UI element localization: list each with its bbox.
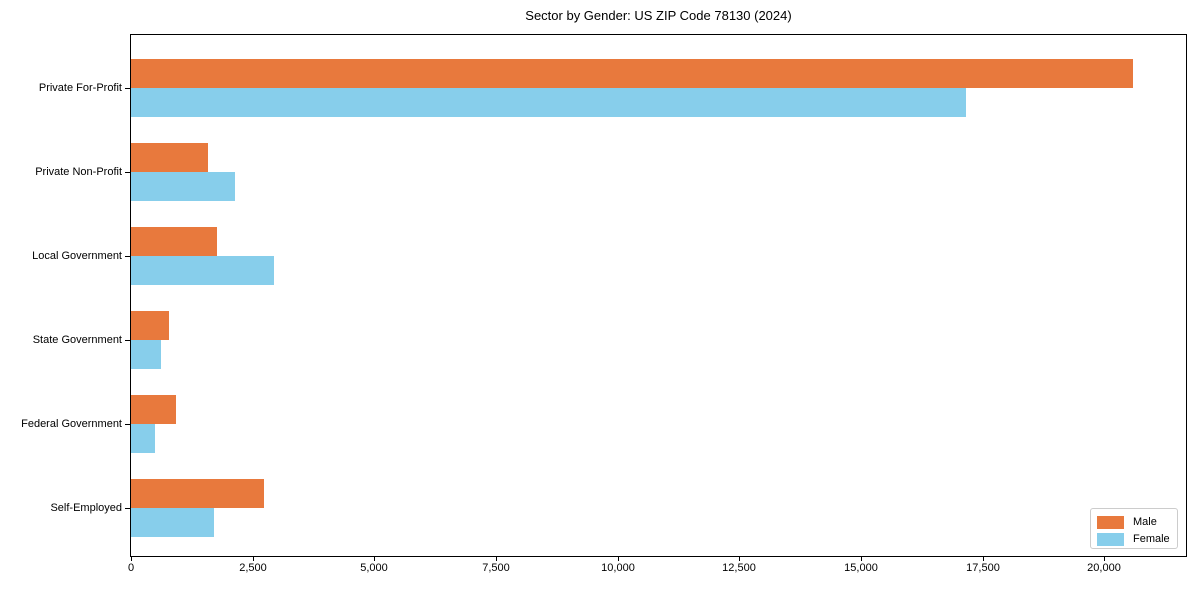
male-series-swatch (1097, 515, 1124, 529)
x-tick-label-2,500: 2,500 (239, 562, 267, 574)
legend-label-female: Female (1133, 533, 1170, 545)
legend-item-female: Female (1097, 531, 1177, 547)
x-tick-mark-0 (131, 557, 132, 561)
x-tick-mark-20,000 (1104, 557, 1105, 561)
y-tick-mark-self-employed (125, 508, 130, 509)
y-tick-label-private-for-profit: Private For-Profit (38, 82, 122, 94)
x-tick-mark-17,500 (983, 557, 984, 561)
y-tick-label-private-non-profit: Private Non-Profit (35, 166, 122, 178)
x-tick-mark-5,000 (374, 557, 375, 561)
plot-area (130, 34, 1187, 557)
bar-female-private-non-profit (131, 172, 235, 201)
chart-title: Sector by Gender: US ZIP Code 78130 (202… (525, 8, 792, 23)
x-tick-mark-7,500 (496, 557, 497, 561)
x-tick-mark-12,500 (739, 557, 740, 561)
x-tick-label-12,500: 12,500 (722, 562, 756, 574)
x-tick-label-5,000: 5,000 (360, 562, 388, 574)
bar-female-local-government (131, 256, 274, 285)
female-series-swatch (1097, 532, 1124, 546)
bar-female-private-for-profit (131, 88, 966, 117)
y-tick-mark-private-non-profit (125, 172, 130, 173)
legend: Male Female (1090, 508, 1178, 549)
x-tick-label-20,000: 20,000 (1087, 562, 1121, 574)
bar-female-federal-government (131, 424, 155, 453)
bar-male-private-non-profit (131, 143, 208, 172)
bar-female-state-government (131, 340, 161, 369)
x-tick-mark-2,500 (253, 557, 254, 561)
legend-item-male: Male (1097, 514, 1177, 530)
x-tick-mark-10,000 (618, 557, 619, 561)
bar-male-self-employed (131, 479, 264, 508)
y-tick-label-state-government: State Government (32, 334, 122, 346)
x-tick-label-10,000: 10,000 (601, 562, 635, 574)
y-tick-label-local-government: Local Government (32, 250, 122, 262)
y-tick-label-federal-government: Federal Government (21, 418, 122, 430)
bar-male-private-for-profit (131, 59, 1133, 88)
x-tick-label-0: 0 (127, 562, 135, 574)
y-tick-mark-local-government (125, 256, 130, 257)
x-tick-mark-15,000 (861, 557, 862, 561)
legend-label-male: Male (1133, 516, 1157, 528)
bar-male-federal-government (131, 395, 176, 424)
y-tick-mark-private-for-profit (125, 88, 130, 89)
bar-male-state-government (131, 311, 169, 340)
bar-male-local-government (131, 227, 217, 256)
bar-female-self-employed (131, 508, 214, 537)
y-tick-mark-state-government (125, 340, 130, 341)
x-tick-label-15,000: 15,000 (844, 562, 878, 574)
x-tick-label-7,500: 7,500 (482, 562, 510, 574)
y-tick-label-self-employed: Self-Employed (50, 502, 122, 514)
x-tick-label-17,500: 17,500 (966, 562, 1000, 574)
y-tick-mark-federal-government (125, 424, 130, 425)
